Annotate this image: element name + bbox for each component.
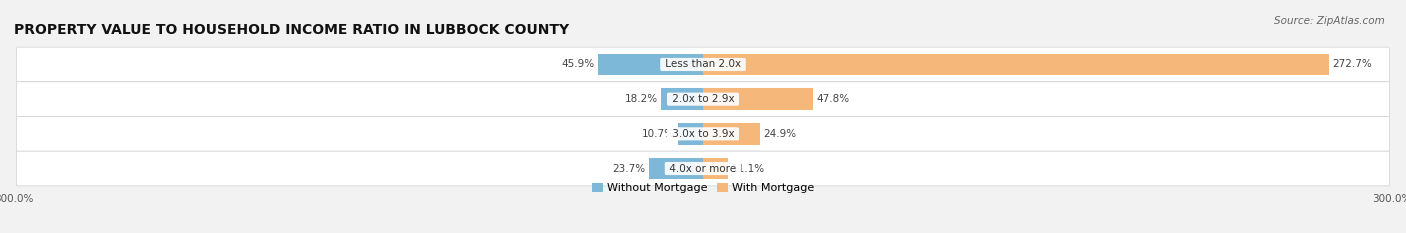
Text: 2.0x to 2.9x: 2.0x to 2.9x [669,94,737,104]
Bar [598,54,703,75]
Text: 272.7%: 272.7% [1333,59,1372,69]
FancyBboxPatch shape [17,47,1389,82]
FancyBboxPatch shape [17,151,1389,186]
Legend: Without Mortgage, With Mortgage: Without Mortgage, With Mortgage [588,178,818,197]
Bar [661,88,703,110]
Text: 4.0x or more: 4.0x or more [666,164,740,174]
Text: 45.9%: 45.9% [561,59,595,69]
Bar [679,123,703,145]
Bar [703,123,761,145]
FancyBboxPatch shape [17,82,1389,116]
Text: Source: ZipAtlas.com: Source: ZipAtlas.com [1274,16,1385,26]
Text: 18.2%: 18.2% [624,94,658,104]
Text: Less than 2.0x: Less than 2.0x [662,59,744,69]
Text: 11.1%: 11.1% [733,164,765,174]
Bar [703,158,728,179]
Bar [648,158,703,179]
Bar [703,54,1329,75]
FancyBboxPatch shape [17,116,1389,151]
Text: 47.8%: 47.8% [817,94,849,104]
Bar [703,88,813,110]
Text: 24.9%: 24.9% [763,129,797,139]
Text: 3.0x to 3.9x: 3.0x to 3.9x [669,129,737,139]
Text: 10.7%: 10.7% [643,129,675,139]
Text: PROPERTY VALUE TO HOUSEHOLD INCOME RATIO IN LUBBOCK COUNTY: PROPERTY VALUE TO HOUSEHOLD INCOME RATIO… [14,23,569,37]
Text: 23.7%: 23.7% [612,164,645,174]
